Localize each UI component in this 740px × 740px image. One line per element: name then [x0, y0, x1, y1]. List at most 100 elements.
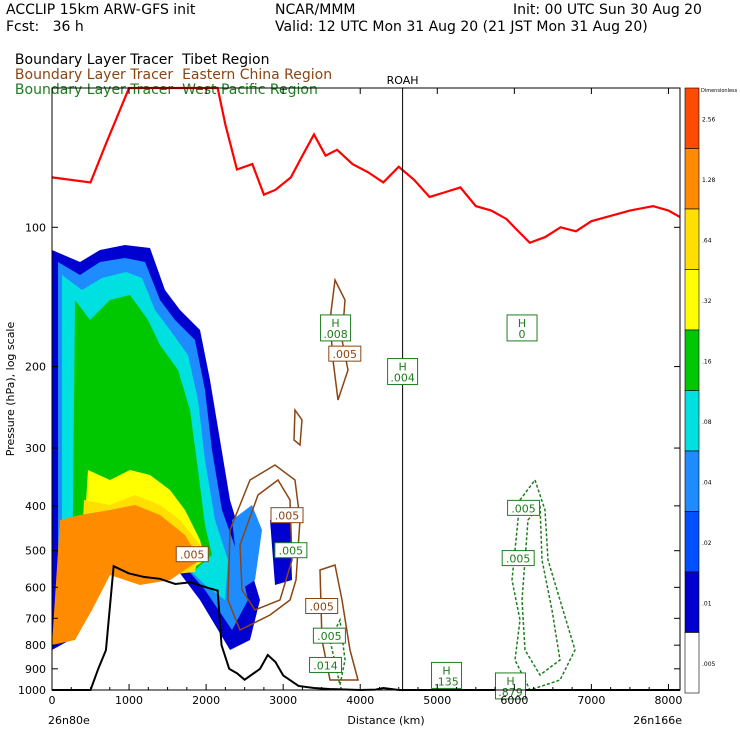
contour-label-text: .005: [317, 630, 342, 643]
high-marker-2: H0: [506, 314, 538, 342]
x-tick-label-5: 5000: [423, 694, 451, 707]
high-marker-letter: H: [518, 317, 526, 330]
x-tick-label-0: 0: [49, 694, 56, 707]
high-marker-value: 0: [519, 328, 526, 341]
x-tick-label-7: 7000: [577, 694, 605, 707]
high-marker-letter: H: [506, 675, 514, 688]
contour-label-box: [507, 499, 541, 516]
contour-label-box: [328, 345, 362, 362]
tracer-shading: [52, 245, 292, 650]
contour-label-box: [309, 656, 343, 673]
contour-label-text: .005: [333, 348, 358, 361]
colorbar-level-0: 2.56: [702, 116, 716, 123]
field-2-region: Eastern China Region: [182, 67, 333, 83]
contour-label-8: .005: [501, 550, 535, 567]
contour-label-text: .005: [309, 601, 334, 614]
colorbar-swatch-3: [684, 269, 700, 331]
high-marker-box: [387, 358, 419, 386]
colorbar-title: Dimensionless: [701, 88, 738, 94]
field-2-name: Boundary Layer Tracer: [14, 67, 174, 83]
y-axis-title: Pressure (hPa), log scale: [4, 322, 17, 457]
x-tick-label-8: 8000: [654, 694, 682, 707]
colorbar-swatch-6: [684, 450, 700, 512]
contour-label-1: .005: [270, 507, 304, 524]
contour-label-box: [270, 507, 304, 524]
terrain-line: [52, 564, 680, 692]
contour-label-text: .005: [506, 553, 531, 566]
contour-label-text: .005: [511, 502, 536, 515]
contour-label-text: .014: [313, 659, 338, 672]
colorbar-swatch-7: [684, 511, 700, 573]
plot-frame: [51, 87, 681, 691]
x-tick-label-6: 6000: [500, 694, 528, 707]
y-tick-label-7: 800: [25, 639, 46, 652]
right-endpoint-label: 26n166e: [633, 714, 682, 727]
colorbar-swatch-2: [684, 208, 700, 270]
y-tick-label-2: 300: [25, 442, 46, 455]
high-marker-box: [320, 314, 352, 342]
high-marker-box: [506, 314, 538, 342]
contour-label-6: .005: [328, 345, 362, 362]
colorbar-level-4: .16: [702, 358, 712, 365]
contour-label-text: .005: [275, 510, 300, 523]
high-marker-letter: H: [442, 664, 450, 677]
colorbar-swatch-0: [684, 87, 700, 149]
field-3: Boundary Layer Tracer West Pacific Regio…: [6, 66, 318, 98]
contour-label-box: [305, 598, 339, 615]
contour-label-text: .005: [279, 545, 304, 558]
high-marker-letter: H: [331, 317, 339, 330]
contour-label-4: .005: [312, 627, 346, 644]
colorbar-level-6: .04: [702, 479, 712, 486]
contour-label-text: .005: [180, 549, 205, 562]
left-endpoint-label: 26n80e: [48, 714, 90, 727]
y-tick-label-5: 600: [25, 581, 46, 594]
high-marker-1: H.004: [387, 358, 419, 386]
colorbar-swatch-9: [684, 632, 700, 694]
valid-time: Valid: 12 UTC Mon 31 Aug 20 (21 JST Mon …: [275, 19, 648, 35]
field-1-name: Boundary Layer Tracer: [14, 52, 174, 68]
colorbar-swatch-8: [684, 571, 700, 633]
y-tick-label-0: 100: [25, 221, 46, 234]
forecast-hour: Fcst: 36 h: [6, 19, 84, 35]
field-2: Boundary Layer Tracer Eastern China Regi…: [6, 51, 332, 83]
field-3-region: West Pacific Region: [182, 82, 318, 98]
contour-label-3: .005: [305, 598, 339, 615]
colorbar-swatch-1: [684, 148, 700, 210]
model-title: ACCLIP 15km ARW-GFS init: [6, 2, 196, 18]
y-tick-label-9: 1000: [18, 684, 46, 697]
y-tick-label-8: 900: [25, 663, 46, 676]
contour-label-2: .005: [274, 542, 308, 559]
colorbar-swatch-5: [684, 390, 700, 452]
field-1: Boundary Layer Tracer Tibet Region: [6, 36, 270, 68]
high-marker-value: .004: [390, 372, 415, 385]
x-axis-title: Distance (km): [347, 714, 424, 727]
contour-label-box: [175, 546, 209, 563]
high-marker-value: .879: [498, 686, 523, 699]
y-tick-label-1: 200: [25, 361, 46, 374]
high-marker-value: .008: [323, 328, 348, 341]
contour-label-box: [312, 627, 346, 644]
high-marker-box: [494, 672, 526, 700]
center-label: NCAR/MMM: [275, 2, 356, 18]
colorbar-level-7: .02: [702, 540, 712, 547]
high-marker-letter: H: [398, 361, 406, 374]
tropopause-line: [51, 86, 681, 245]
init-time: Init: 00 UTC Sun 30 Aug 20: [513, 2, 702, 18]
high-marker-3: H.135: [431, 661, 463, 689]
x-tick-label-2: 2000: [192, 694, 220, 707]
colorbar-level-2: .64: [702, 237, 712, 244]
y-tick-label-3: 400: [25, 500, 46, 513]
west-pacific-contours: [329, 478, 576, 691]
field-1-region: Tibet Region: [182, 52, 270, 68]
contour-label-5: .014: [309, 656, 343, 673]
y-tick-label-4: 500: [25, 545, 46, 558]
x-tick-label-1: 1000: [115, 694, 143, 707]
field-3-name: Boundary Layer Tracer: [14, 82, 174, 98]
high-marker-box: [431, 661, 463, 689]
high-marker-0: H.008: [320, 314, 352, 342]
contour-label-box: [274, 542, 308, 559]
contour-label-box: [501, 550, 535, 567]
x-tick-label-4: 4000: [346, 694, 374, 707]
high-marker-4: H.879: [494, 672, 526, 700]
